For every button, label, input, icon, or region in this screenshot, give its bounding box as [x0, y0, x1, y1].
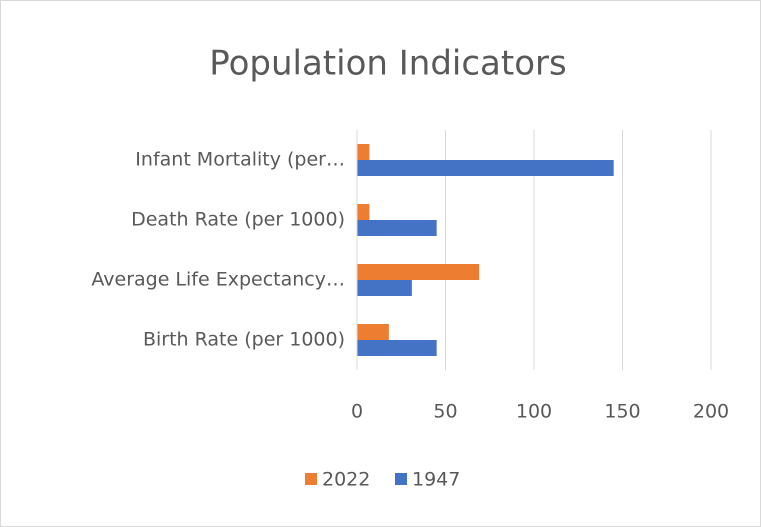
y-tick-label: Average Life Expectancy…: [91, 269, 345, 291]
y-tick-label: Death Rate (per 1000): [131, 209, 345, 231]
x-tick-label: 0: [351, 401, 363, 423]
legend-label: 2022: [322, 469, 370, 491]
legend-swatch: [305, 473, 317, 485]
bar: [357, 264, 480, 280]
chart-title: Population Indicators: [209, 44, 566, 84]
bar: [357, 340, 437, 356]
x-tick-label: 50: [433, 401, 457, 423]
bar: [357, 220, 437, 236]
bar: [357, 204, 370, 220]
legend-swatch: [395, 473, 407, 485]
bar: [357, 144, 370, 160]
y-tick-label: Birth Rate (per 1000): [143, 329, 345, 351]
bar: [357, 280, 412, 296]
x-tick-label: 150: [604, 401, 640, 423]
bar: [357, 324, 389, 340]
y-tick-label: Infant Mortality (per…: [135, 149, 345, 171]
x-tick-label: 100: [516, 401, 552, 423]
x-tick-label: 200: [693, 401, 729, 423]
bar: [357, 160, 614, 176]
legend-label: 1947: [412, 469, 460, 491]
